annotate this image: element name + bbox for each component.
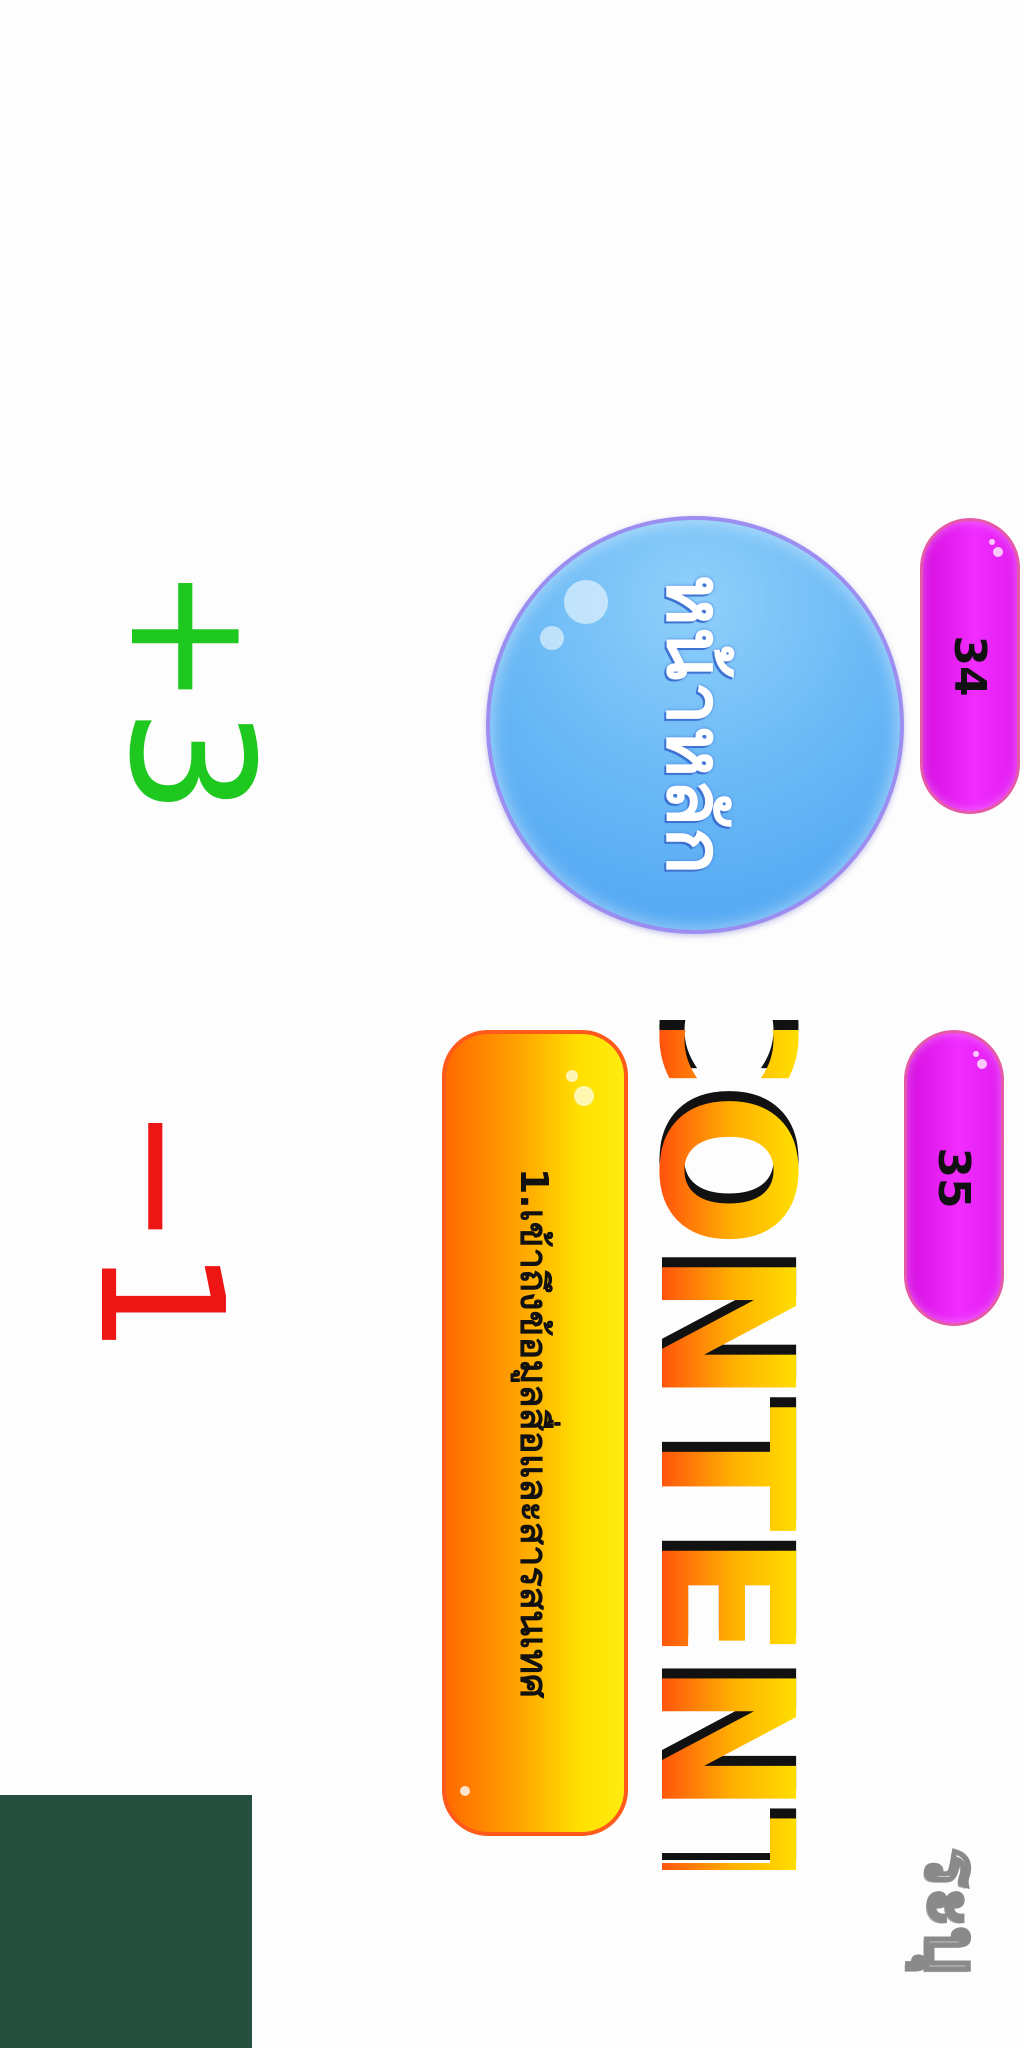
page-number-label: 35 (928, 1147, 980, 1209)
page-34-badge[interactable]: 34 (920, 518, 1020, 814)
home-button[interactable]: หน้าหลัก (486, 516, 904, 934)
bubble-shine-icon (564, 580, 608, 624)
score-gain: +3 (91, 565, 289, 816)
content-heading-text: CONTENT (618, 954, 832, 1946)
topic-button[interactable]: 1.เข้าถึงข้อมูลสื่อและสารสนเทศ (442, 1030, 628, 1836)
page-35-badge[interactable]: 35 (904, 1030, 1004, 1326)
content-heading: CONTENT (618, 954, 832, 1946)
topic-button-label: 1.เข้าถึงข้อมูลสื่อและสารสนเทศ (512, 1167, 557, 1699)
home-button-label: หน้าหลัก (649, 574, 739, 876)
pill-shine-icon (993, 547, 1003, 557)
capsule-shine-icon (574, 1086, 594, 1106)
pill-shine-icon (973, 1051, 979, 1057)
corner-logo: ระบุ (898, 1796, 1008, 2026)
corner-logo-text: ระบุ (908, 1846, 997, 1975)
pill-shine-icon (989, 539, 995, 545)
capsule-shine-icon (566, 1070, 578, 1082)
pill-shine-icon (977, 1059, 987, 1069)
page-number-label: 34 (944, 635, 996, 697)
score-loss: −1 (61, 1105, 259, 1356)
bubble-shine-icon (540, 626, 564, 650)
capsule-shine-icon (460, 1786, 470, 1796)
dark-green-panel (0, 1795, 252, 2048)
